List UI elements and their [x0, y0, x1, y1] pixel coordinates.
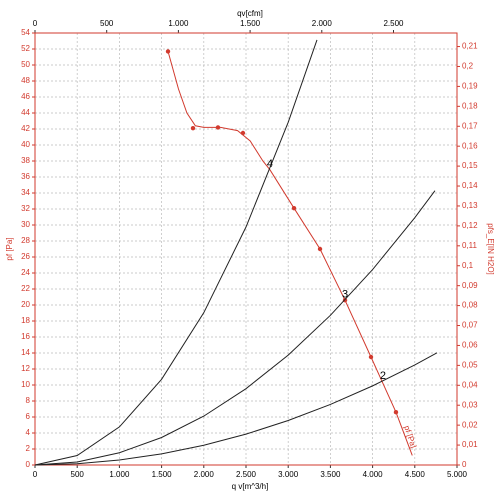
- y2-tick-label: 0,02: [462, 420, 478, 429]
- annotation: 2: [380, 370, 386, 382]
- x2-axis-label: qv[cfm]: [237, 9, 263, 18]
- marker: [190, 126, 196, 131]
- y2-tick-label: 0,09: [462, 281, 478, 290]
- y-tick-label: 4: [26, 428, 31, 437]
- x-tick-label: 2.000: [194, 470, 215, 479]
- y2-tick-label: 0,16: [462, 141, 478, 150]
- y2-tick-label: 0,2: [462, 62, 474, 71]
- y-tick-label: 20: [21, 300, 30, 309]
- y-tick-label: 10: [21, 380, 30, 389]
- x2-tick-label: 0: [33, 19, 38, 28]
- y-tick-label: 52: [21, 44, 30, 53]
- y-tick-label: 44: [21, 108, 30, 117]
- y-tick-label: 24: [21, 268, 30, 277]
- y-tick-label: 26: [21, 252, 30, 261]
- y-tick-label: 22: [21, 284, 30, 293]
- marker: [291, 206, 297, 211]
- x2-tick-label: 2.000: [312, 19, 333, 28]
- y2-tick-label: 0,08: [462, 301, 478, 310]
- y-tick-label: 34: [21, 188, 30, 197]
- y-tick-label: 28: [21, 236, 30, 245]
- marker: [393, 410, 399, 415]
- y2-tick-label: 0,06: [462, 341, 478, 350]
- y2-tick-label: 0,1: [462, 261, 474, 270]
- y-tick-label: 54: [21, 28, 30, 37]
- y-tick-label: 30: [21, 220, 30, 229]
- curve: [34, 39, 318, 466]
- marker: [215, 125, 221, 130]
- marker: [317, 246, 323, 252]
- x-tick-label: 2.500: [236, 470, 257, 479]
- y-tick-label: 2: [26, 444, 31, 453]
- y2-tick-label: 0,07: [462, 321, 478, 330]
- y-tick-label: 8: [26, 396, 31, 405]
- y-tick-label: 48: [21, 76, 30, 85]
- y2-tick-label: 0,15: [462, 161, 478, 170]
- plot-frame: [34, 32, 458, 466]
- marker: [368, 354, 374, 360]
- x2-tick-label: 500: [100, 19, 114, 28]
- y-tick-label: 32: [21, 204, 30, 213]
- marker: [240, 130, 246, 136]
- y2-tick-label: 0,13: [462, 201, 478, 210]
- x-tick-label: 3.000: [278, 470, 299, 479]
- annotation: 3: [342, 289, 348, 301]
- y-tick-label: 36: [21, 172, 30, 181]
- marker: [165, 49, 171, 54]
- y2-tick-label: 0,11: [462, 241, 478, 250]
- y2-tick-label: 0,03: [462, 400, 478, 409]
- y-tick-label: 18: [21, 316, 30, 325]
- y-tick-label: 40: [21, 140, 30, 149]
- y-tick-label: 42: [21, 124, 30, 133]
- y2-tick-label: 0,19: [462, 82, 478, 91]
- y2-tick-label: 0,21: [462, 42, 478, 51]
- curve: [34, 352, 438, 466]
- annotation: pf [Pa]: [402, 424, 418, 449]
- x-tick-label: 4.500: [405, 470, 426, 479]
- y-tick-label: 38: [21, 156, 30, 165]
- y2-tick-label: 0,18: [462, 101, 478, 110]
- annotation: 4: [267, 158, 273, 170]
- curve: [34, 190, 436, 466]
- y2-axis-label: pfs_E[IN H2O]: [486, 223, 495, 275]
- x2-tick-label: 1.000: [168, 19, 189, 28]
- y2-tick-label: 0,17: [462, 121, 478, 130]
- y-tick-label: 16: [21, 332, 30, 341]
- x-tick-label: 4.000: [363, 470, 384, 479]
- y2-tick-label: 0,01: [462, 440, 478, 449]
- y2-tick-label: 0,12: [462, 221, 478, 230]
- x-tick-label: 1.500: [152, 470, 173, 479]
- y2-tick-label: 0: [462, 460, 467, 469]
- x-tick-label: 3.500: [320, 470, 341, 479]
- y-tick-label: 46: [21, 92, 30, 101]
- x-tick-label: 0: [33, 470, 38, 479]
- x-tick-label: 1.000: [109, 470, 130, 479]
- x-tick-label: 500: [71, 470, 85, 479]
- y-tick-label: 12: [21, 364, 30, 373]
- y-tick-label: 50: [21, 60, 30, 69]
- y2-tick-label: 0,05: [462, 360, 478, 369]
- y2-tick-label: 0,14: [462, 181, 478, 190]
- y-tick-label: 6: [26, 412, 31, 421]
- x2-tick-label: 2.500: [383, 19, 404, 28]
- y2-tick-label: 0,04: [462, 380, 478, 389]
- x2-tick-label: 1.500: [240, 19, 261, 28]
- y-axis-label: pf [Pa]: [5, 237, 14, 260]
- x-axis-label: q v[m^3/h]: [232, 482, 269, 491]
- x-tick-label: 5.000: [447, 470, 468, 479]
- y-tick-label: 14: [21, 348, 30, 357]
- y-tick-label: 0: [26, 460, 31, 469]
- curve: [167, 51, 413, 456]
